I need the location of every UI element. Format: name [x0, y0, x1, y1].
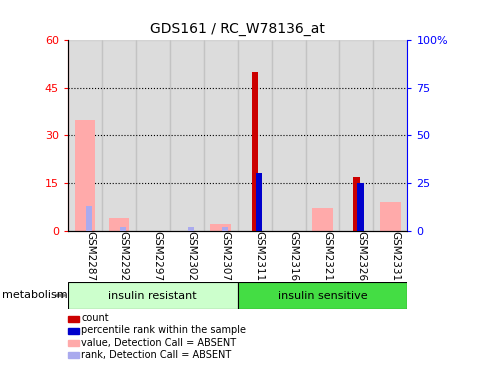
- Bar: [68, 282, 237, 309]
- Bar: [102, 40, 136, 231]
- Text: GSM2326: GSM2326: [356, 231, 366, 281]
- Text: GSM2302: GSM2302: [186, 231, 197, 281]
- Bar: [373, 40, 407, 231]
- Bar: [68, 40, 102, 231]
- Text: GSM2321: GSM2321: [322, 231, 332, 281]
- Text: percentile rank within the sample: percentile rank within the sample: [81, 325, 246, 336]
- Bar: [357, 183, 363, 231]
- Bar: [353, 177, 359, 231]
- Text: GSM2297: GSM2297: [152, 231, 163, 281]
- Bar: [305, 40, 339, 231]
- Text: GSM2331: GSM2331: [390, 231, 400, 281]
- Bar: [210, 224, 230, 231]
- Text: count: count: [81, 313, 109, 324]
- Text: insulin resistant: insulin resistant: [108, 291, 197, 300]
- Bar: [221, 227, 227, 231]
- Bar: [379, 202, 400, 231]
- Bar: [237, 40, 271, 231]
- Text: GSM2311: GSM2311: [254, 231, 264, 281]
- Bar: [251, 72, 257, 231]
- Bar: [339, 40, 373, 231]
- Bar: [271, 40, 305, 231]
- Text: GSM2307: GSM2307: [220, 231, 230, 281]
- Text: GSM2316: GSM2316: [288, 231, 298, 281]
- Text: metabolism: metabolism: [2, 290, 68, 300]
- Bar: [136, 40, 169, 231]
- Text: insulin sensitive: insulin sensitive: [277, 291, 366, 300]
- Bar: [108, 218, 129, 231]
- Bar: [187, 227, 194, 231]
- Bar: [75, 120, 95, 231]
- Bar: [203, 40, 237, 231]
- Text: rank, Detection Call = ABSENT: rank, Detection Call = ABSENT: [81, 350, 231, 360]
- Title: GDS161 / RC_W78136_at: GDS161 / RC_W78136_at: [150, 22, 324, 37]
- Text: GSM2292: GSM2292: [119, 231, 129, 281]
- Text: GSM2287: GSM2287: [85, 231, 95, 281]
- Bar: [86, 206, 92, 231]
- Bar: [237, 282, 407, 309]
- Bar: [120, 227, 126, 231]
- Bar: [169, 40, 203, 231]
- Text: value, Detection Call = ABSENT: value, Detection Call = ABSENT: [81, 337, 236, 348]
- Bar: [255, 173, 261, 231]
- Bar: [312, 208, 332, 231]
